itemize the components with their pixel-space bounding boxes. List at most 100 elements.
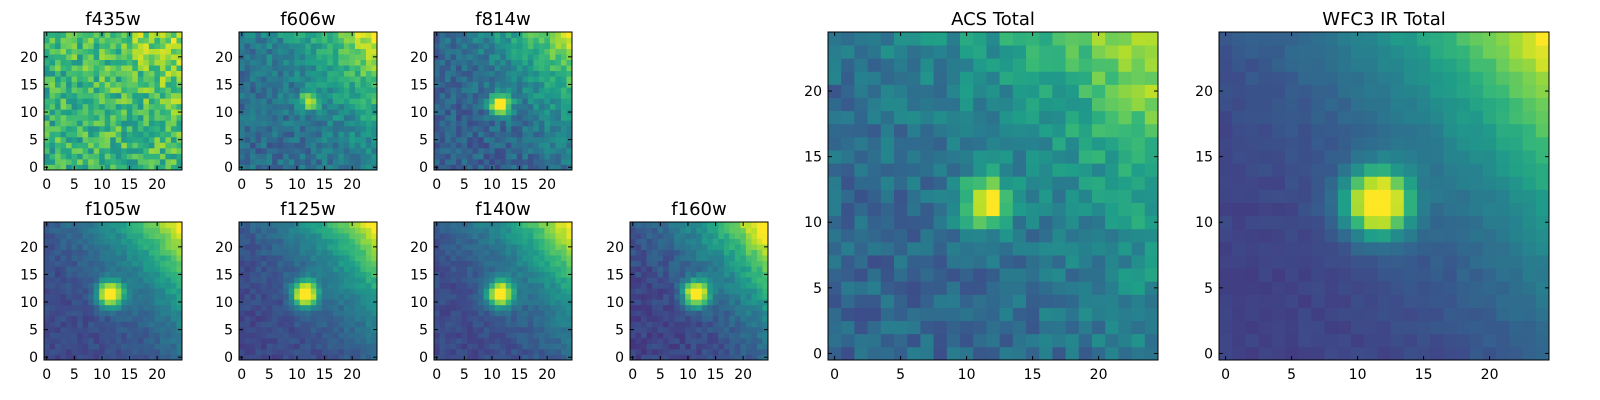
heatmap-cell <box>338 271 345 278</box>
heatmap-cell <box>110 293 117 300</box>
heatmap-cell <box>560 76 567 83</box>
heatmap-cell <box>701 282 708 289</box>
heatmap-cell <box>165 244 172 250</box>
heatmap-cell <box>880 215 895 230</box>
heatmap-cell <box>690 249 697 256</box>
heatmap-cell <box>679 354 686 361</box>
heatmap-cells <box>434 222 573 361</box>
heatmap-cell <box>1065 307 1080 322</box>
heatmap-cell <box>244 337 251 344</box>
heatmap-cell <box>272 43 279 49</box>
heatmap-cell <box>434 125 440 132</box>
heatmap-cell <box>907 268 921 282</box>
heatmap-cell <box>365 293 372 300</box>
heatmap-cell <box>66 98 72 105</box>
heatmap-cell <box>354 249 361 256</box>
heatmap-cell <box>527 266 534 273</box>
heatmap-cell <box>472 266 479 273</box>
heatmap-cell <box>729 282 736 289</box>
heatmap-cell <box>176 125 183 132</box>
heatmap-cell <box>544 109 551 116</box>
heatmap-cell <box>99 238 106 245</box>
heatmap-cell <box>354 136 361 143</box>
heatmap-cell <box>88 87 95 94</box>
heatmap-cell <box>516 299 523 306</box>
heatmap-cell <box>327 326 334 333</box>
heatmap-cell <box>255 266 262 273</box>
heatmap-cell <box>126 109 133 116</box>
x-tick-label: 20 <box>343 367 361 383</box>
heatmap-cell <box>261 354 267 361</box>
heatmap-cell <box>60 76 67 83</box>
heatmap-cell <box>439 310 446 317</box>
heatmap-cell <box>445 233 451 239</box>
heatmap-cell <box>663 310 670 317</box>
heatmap-cell <box>176 282 183 289</box>
heatmap-cell <box>445 255 451 262</box>
heatmap-cell <box>522 260 529 267</box>
heatmap-cell <box>66 326 72 333</box>
heatmap-cell <box>255 354 262 361</box>
x-tick-label: 15 <box>121 177 139 193</box>
heatmap-cell <box>549 48 556 55</box>
heatmap-cell <box>729 271 736 278</box>
heatmap-cell <box>450 114 457 121</box>
heatmap-cell <box>66 299 72 306</box>
heatmap-cell <box>349 299 356 306</box>
heatmap-cell <box>255 48 262 55</box>
heatmap-cell <box>1105 241 1119 256</box>
heatmap-cell <box>450 244 457 250</box>
heatmap-cell <box>55 103 61 110</box>
heatmap-cell <box>690 293 697 300</box>
heatmap-cell <box>170 343 177 350</box>
heatmap-cell <box>533 54 540 60</box>
heatmap-cell <box>472 260 479 267</box>
heatmap-cell <box>533 233 540 239</box>
heatmap-cell <box>723 282 730 289</box>
heatmap-cell <box>44 277 50 284</box>
heatmap-cell <box>115 304 122 311</box>
heatmap-cell <box>560 54 567 60</box>
heatmap-cell <box>88 288 95 295</box>
heatmap-cell <box>170 233 177 239</box>
heatmap-cell <box>299 103 306 110</box>
heatmap-cell <box>478 103 485 110</box>
heatmap-cell <box>1026 189 1040 203</box>
heatmap-cell <box>277 136 284 143</box>
heatmap-cell <box>751 260 758 267</box>
heatmap-cell <box>121 120 128 127</box>
heatmap-cell <box>505 255 512 262</box>
heatmap-cell <box>104 87 111 94</box>
heatmap-cell <box>439 233 446 239</box>
heatmap-cell <box>472 238 479 245</box>
heatmap-cell <box>467 315 474 322</box>
heatmap-cell <box>49 131 56 138</box>
heatmap-cell <box>148 288 155 295</box>
x-tick-label: 15 <box>316 367 334 383</box>
heatmap-cell <box>132 114 139 121</box>
heatmap-cell <box>121 153 128 160</box>
heatmap-cell <box>349 81 356 88</box>
heatmap-cell <box>483 70 490 77</box>
heatmap-cell <box>489 332 496 339</box>
heatmap-cell <box>255 260 262 267</box>
heatmap-cell <box>93 76 100 83</box>
heatmap-cell <box>277 249 284 256</box>
heatmap-cell <box>1078 215 1093 230</box>
heatmap-cell <box>933 202 948 217</box>
heatmap-cell <box>60 233 67 239</box>
heatmap-cell <box>165 147 172 154</box>
heatmap-cell <box>338 238 345 245</box>
heatmap-cell <box>294 343 301 350</box>
heatmap-cell <box>762 293 769 300</box>
heatmap-cell <box>277 87 284 94</box>
heatmap-cell <box>239 238 245 245</box>
heatmap-cell <box>533 120 540 127</box>
heatmap-cell <box>104 120 111 127</box>
heatmap-cell <box>999 215 1014 230</box>
heatmap-cell <box>66 147 72 154</box>
heatmap-cell <box>261 326 267 333</box>
y-tick-label: 5 <box>29 323 38 339</box>
heatmap-cell <box>250 136 256 143</box>
heatmap-cell <box>283 142 290 149</box>
